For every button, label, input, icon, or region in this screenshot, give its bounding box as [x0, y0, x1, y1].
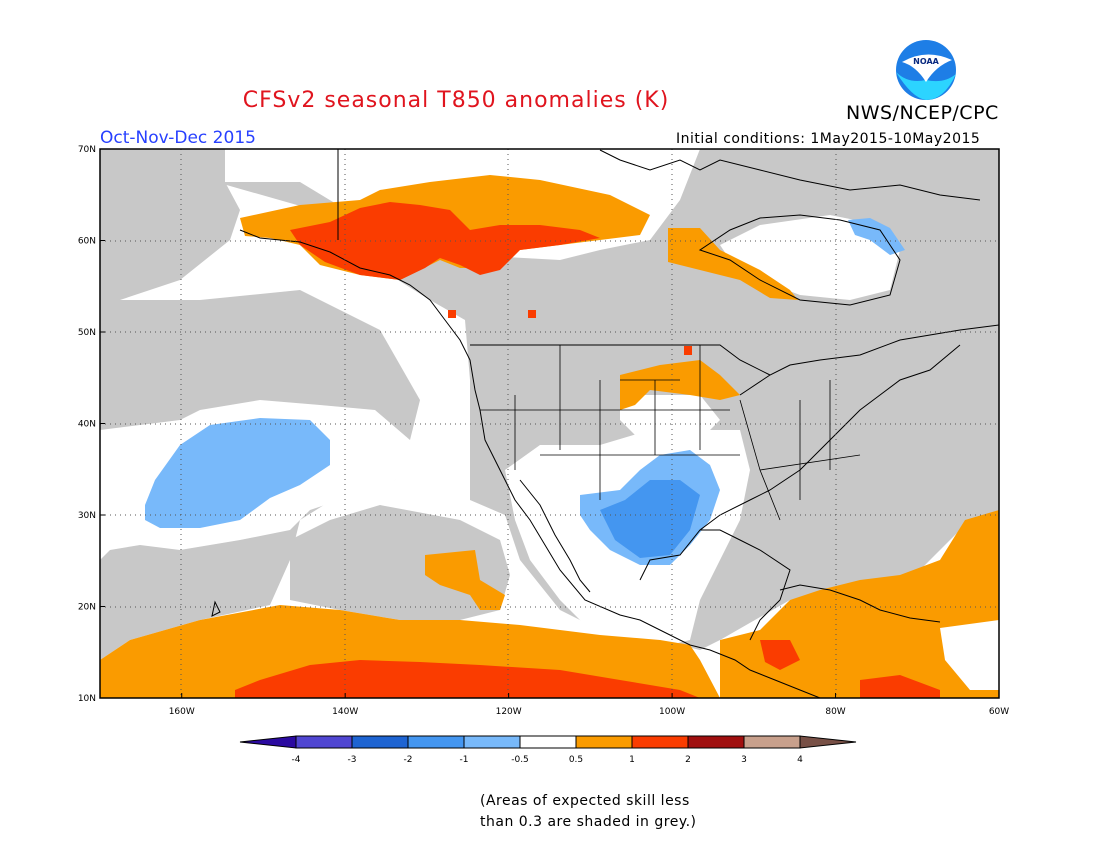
colorbar-label: -3 [348, 755, 357, 765]
initial-conditions: Initial conditions: 1May2015-10May2015 [676, 131, 981, 147]
map-title: CFSv2 seasonal T850 anomalies (K) [242, 88, 670, 113]
lon-tick-labels: 160W 140W 120W 100W 80W 60W [169, 693, 1009, 717]
colorbar: -4 -3 -2 -1 -0.5 0.5 1 2 3 4 [239, 735, 857, 765]
colorbar-segment [519, 735, 577, 749]
skill-note: (Areas of expected skill less than 0.3 a… [480, 791, 697, 833]
lat-tick-label: 40N [78, 420, 96, 430]
org-name: NWS/NCEP/CPC [846, 102, 999, 124]
lon-tick-label: 120W [496, 707, 522, 717]
colorbar-label: -1 [460, 755, 469, 765]
colorbar-segment [407, 735, 465, 749]
colorbar-arrow-right [799, 735, 857, 749]
season-label: Oct-Nov-Dec 2015 [100, 128, 256, 148]
lat-tick-labels: 10N 20N 30N 40N 50N 60N 70N [78, 145, 105, 704]
map-field [100, 149, 999, 698]
colorbar-segment [631, 735, 689, 749]
lat-tick-label: 60N [78, 237, 96, 247]
lon-tick-label: 100W [659, 707, 685, 717]
lat-tick-label: 30N [78, 511, 96, 521]
lat-tick-label: 50N [78, 328, 96, 338]
noaa-logo: NOAA [896, 40, 956, 100]
colorbar-label: 1 [629, 755, 635, 765]
lon-tick-label: 140W [332, 707, 358, 717]
lat-tick-label: 20N [78, 603, 96, 613]
colorbar-label: -4 [292, 755, 301, 765]
colorbar-label: 2 [685, 755, 691, 765]
lon-tick-label: 160W [169, 707, 195, 717]
colorbar-label: -2 [404, 755, 413, 765]
lon-tick-label: 80W [825, 707, 845, 717]
skill-note-line-2: than 0.3 are shaded in grey.) [480, 814, 697, 830]
lat-tick-label: 10N [78, 694, 96, 704]
colorbar-segment [743, 735, 801, 749]
skill-note-line-1: (Areas of expected skill less [480, 793, 690, 809]
colorbar-arrow-left [239, 735, 297, 749]
lon-tick-label: 60W [989, 707, 1009, 717]
colorbar-label: 4 [797, 755, 803, 765]
colorbar-label: -0.5 [511, 755, 529, 765]
noaa-logo-text: NOAA [913, 57, 939, 66]
colorbar-segment [575, 735, 633, 749]
colorbar-segment [463, 735, 521, 749]
colorbar-label: 3 [741, 755, 747, 765]
colorbar-segment [295, 735, 353, 749]
colorbar-segment [687, 735, 745, 749]
colorbar-segment [351, 735, 409, 749]
lat-tick-label: 70N [78, 145, 96, 155]
colorbar-label: 0.5 [569, 755, 583, 765]
